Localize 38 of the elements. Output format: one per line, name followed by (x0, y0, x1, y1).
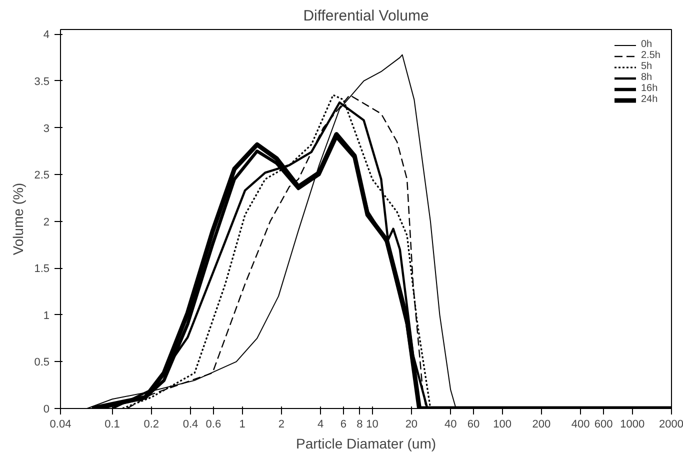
x-tick-label: 0.04 (50, 418, 72, 430)
x-tick-label: 40 (444, 418, 457, 430)
y-tick-label: 3 (43, 122, 50, 135)
x-tick-label: 0.2 (144, 418, 160, 430)
x-tick-label: 8 (356, 418, 363, 430)
y-tick-label: 0.5 (34, 356, 50, 369)
x-tick-label: 10 (366, 418, 378, 430)
x-tick-label: 60 (467, 418, 480, 430)
x-tick-label: 100 (493, 418, 512, 430)
x-tick-label: 20 (405, 418, 418, 430)
chart-title: Differential Volume (303, 8, 429, 24)
legend-label: 0h (641, 39, 654, 50)
legend-label: 8h (641, 72, 654, 83)
x-tick-label: 0.4 (182, 418, 198, 430)
x-tick-label: 200 (532, 418, 551, 430)
y-axis-title: Volume (%) (10, 182, 26, 256)
y-tick-label: 2 (43, 216, 50, 228)
x-tick-label: 1000 (620, 418, 645, 430)
x-tick-label: 2 (278, 418, 284, 430)
legend-label: 2.5h (641, 50, 661, 61)
x-tick-label: 0.6 (206, 418, 222, 430)
x-tick-label: 600 (594, 418, 613, 430)
x-tick-label: 4 (318, 418, 324, 430)
x-tick-label: 2000 (659, 418, 683, 430)
x-tick-label: 1 (239, 418, 246, 430)
y-tick-label: 1.5 (34, 263, 50, 276)
x-tick-label: 6 (340, 418, 347, 430)
legend-label: 16h (641, 83, 659, 94)
y-tick-label: 2.5 (34, 170, 50, 182)
x-axis-title: Particle Diamater (um) (296, 436, 436, 452)
y-tick-label: 1 (43, 310, 50, 322)
y-tick-label: 3.5 (34, 76, 50, 88)
y-tick-label: 0 (43, 404, 50, 416)
y-tick-label: 4 (43, 29, 50, 42)
x-tick-label: 400 (571, 418, 590, 430)
x-tick-label: 0.1 (104, 418, 120, 430)
legend-label: 24h (641, 94, 659, 105)
legend-label: 5h (641, 61, 654, 72)
